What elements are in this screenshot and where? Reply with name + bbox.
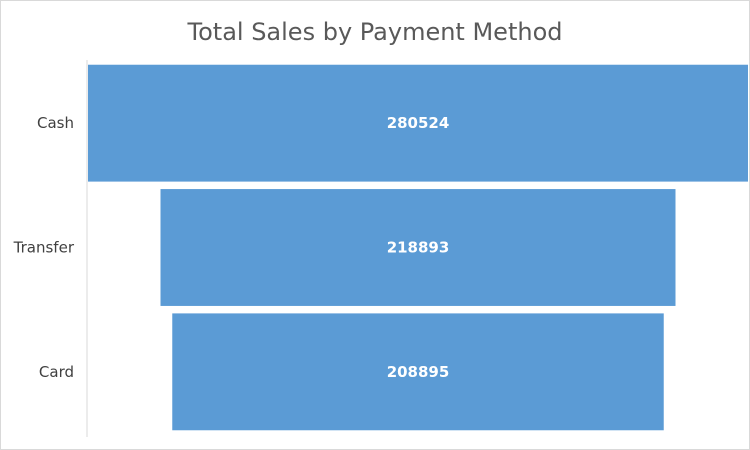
funnel-bar-transfer: [160, 189, 676, 306]
funnel-bars: 280524 Cash 218893 Transfer 208895 Card: [13, 64, 748, 431]
data-label: 208895: [387, 363, 450, 381]
funnel-bar-card: [172, 313, 664, 431]
category-label: Transfer: [13, 239, 75, 257]
chart-title: Total Sales by Payment Method: [187, 18, 563, 46]
category-label: Card: [39, 363, 74, 381]
data-label: 218893: [387, 239, 450, 257]
category-label: Cash: [37, 114, 74, 132]
funnel-bar-cash: [88, 64, 748, 182]
data-label: 280524: [387, 114, 450, 132]
